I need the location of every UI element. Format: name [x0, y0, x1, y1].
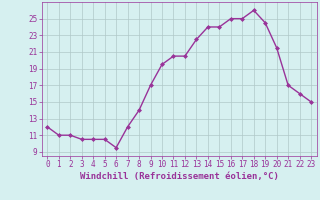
- X-axis label: Windchill (Refroidissement éolien,°C): Windchill (Refroidissement éolien,°C): [80, 172, 279, 181]
